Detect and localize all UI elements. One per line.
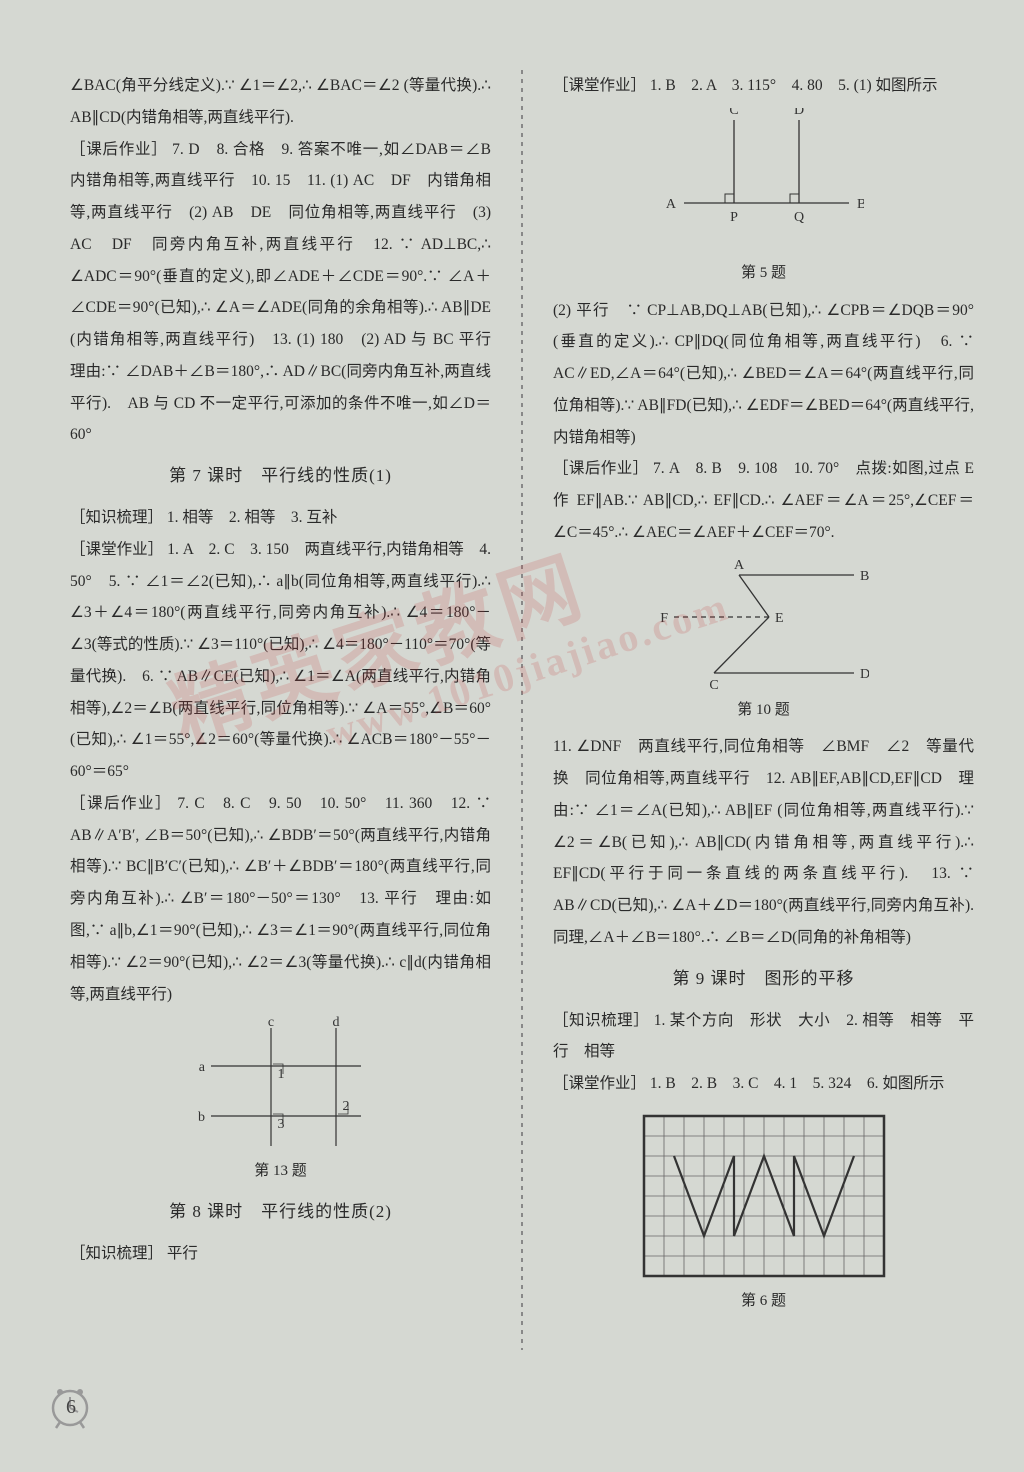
grid-diagram-svg xyxy=(634,1106,894,1286)
diagram-svg: A B F E C D xyxy=(659,555,869,695)
section-label: ［知识梳理］ xyxy=(70,509,163,526)
body-text: ［知识梳理］ 平行 xyxy=(70,1238,491,1270)
section-label: ［课后作业］ xyxy=(70,141,168,158)
svg-text:A: A xyxy=(665,197,676,212)
svg-text:P: P xyxy=(730,210,738,225)
body-text: 1. 相等 2. 相等 3. 互补 xyxy=(167,509,338,526)
body-text: ［课后作业］ 7. C 8. C 9. 50 10. 50° 11. 360 1… xyxy=(70,788,491,1010)
body-text: 1. B 2. A 3. 115° 4. 80 5. (1) 如图所示 xyxy=(650,77,938,94)
body-text: ［课堂作业］ 1. B 2. A 3. 115° 4. 80 5. (1) 如图… xyxy=(553,70,974,102)
svg-text:C: C xyxy=(709,678,718,693)
clock-icon xyxy=(48,1382,108,1430)
figure-label: 第 13 题 xyxy=(70,1156,491,1187)
svg-text:d: d xyxy=(332,1016,339,1030)
body-text: ［知识梳理］ 1. 相等 2. 相等 3. 互补 xyxy=(70,502,491,534)
body-text: 11. ∠DNF 两直线平行,同位角相等 ∠BMF ∠2 等量代换 同位角相等,… xyxy=(553,731,974,953)
svg-text:2: 2 xyxy=(342,1099,349,1114)
body-text: ∠BAC(角平分线定义).∵ ∠1＝∠2,∴ ∠BAC＝∠2 (等量代换).∴ … xyxy=(70,70,491,134)
figure-10: A B F E C D 第 10 题 xyxy=(553,555,974,726)
body-text: (2) 平行 ∵ CP⊥AB,DQ⊥AB(已知),∴ ∠CPB＝∠DQB＝90°… xyxy=(553,295,974,454)
body-text: ［课堂作业］ 1. A 2. C 3. 150 两直线平行,内错角相等 4. 5… xyxy=(70,534,491,788)
svg-text:B: B xyxy=(857,197,864,212)
body-text: ［课堂作业］ 1. B 2. B 3. C 4. 1 5. 324 6. 如图所… xyxy=(553,1068,974,1100)
figure-label: 第 6 题 xyxy=(553,1286,974,1317)
figure-13: a b c d 1 2 3 第 13 题 xyxy=(70,1016,491,1187)
section-label: ［知识梳理］ xyxy=(553,1012,649,1029)
svg-text:c: c xyxy=(267,1016,273,1030)
body-text: ［课后作业］ 7. D 8. 合格 9. 答案不唯一,如∠DAB＝∠B 内错角相… xyxy=(70,134,491,452)
body-text: 7. C 8. C 9. 50 10. 50° 11. 360 12. ∵ AB… xyxy=(70,795,491,1003)
section-label: ［课后作业］ xyxy=(70,795,172,812)
body-text: ［课后作业］ 7. A 8. B 9. 108 10. 70° 点拨:如图,过点… xyxy=(553,453,974,548)
page: 精英家教网 www.1010jiajiao.com ∠BAC(角平分线定义).∵… xyxy=(0,0,1024,1472)
figure-label: 第 10 题 xyxy=(553,695,974,726)
svg-text:1: 1 xyxy=(277,1067,284,1082)
column-divider xyxy=(521,70,523,1350)
section-label: ［课堂作业］ xyxy=(553,77,646,94)
figure-label: 第 5 题 xyxy=(553,258,974,289)
svg-text:b: b xyxy=(198,1110,205,1125)
page-number-badge: 6 xyxy=(48,1382,108,1430)
section-label: ［知识梳理］ xyxy=(70,1245,163,1262)
svg-text:C: C xyxy=(729,108,738,118)
body-text: ［知识梳理］ 1. 某个方向 形状 大小 2. 相等 相等 平行 相等 xyxy=(553,1005,974,1069)
svg-text:A: A xyxy=(733,558,744,573)
lesson-title: 第 8 课时 平行线的性质(2) xyxy=(70,1195,491,1230)
left-column: ∠BAC(角平分线定义).∵ ∠1＝∠2,∴ ∠BAC＝∠2 (等量代换).∴ … xyxy=(70,70,491,1350)
section-label: ［课堂作业］ xyxy=(553,1075,646,1092)
svg-text:Q: Q xyxy=(793,210,803,225)
lesson-title: 第 7 课时 平行线的性质(1) xyxy=(70,459,491,494)
body-text: 平行 xyxy=(167,1245,198,1262)
figure-5: A B P Q C D 第 5 题 xyxy=(553,108,974,289)
lesson-title: 第 9 课时 图形的平移 xyxy=(553,962,974,997)
figure-6: 第 6 题 xyxy=(553,1106,974,1317)
right-column: ［课堂作业］ 1. B 2. A 3. 115° 4. 80 5. (1) 如图… xyxy=(553,70,974,1350)
svg-text:E: E xyxy=(775,611,784,626)
svg-text:D: D xyxy=(793,108,803,118)
two-column-layout: ∠BAC(角平分线定义).∵ ∠1＝∠2,∴ ∠BAC＝∠2 (等量代换).∴ … xyxy=(70,70,974,1350)
svg-text:a: a xyxy=(198,1060,205,1075)
svg-text:B: B xyxy=(860,569,869,584)
body-text: 1. B 2. B 3. C 4. 1 5. 324 6. 如图所示 xyxy=(650,1075,945,1092)
page-number: 6 xyxy=(66,1396,76,1419)
section-label: ［课堂作业］ xyxy=(70,541,163,558)
section-label: ［课后作业］ xyxy=(553,460,649,477)
svg-text:D: D xyxy=(860,667,869,682)
diagram-svg: A B P Q C D xyxy=(664,108,864,258)
body-text: 1. A 2. C 3. 150 两直线平行,内错角相等 4. 50° 5. ∵… xyxy=(70,541,491,780)
svg-text:3: 3 xyxy=(277,1117,284,1132)
svg-text:F: F xyxy=(660,611,668,626)
body-text: 7. D 8. 合格 9. 答案不唯一,如∠DAB＝∠B 内错角相等,两直线平行… xyxy=(70,141,507,444)
diagram-svg: a b c d 1 2 3 xyxy=(191,1016,371,1156)
